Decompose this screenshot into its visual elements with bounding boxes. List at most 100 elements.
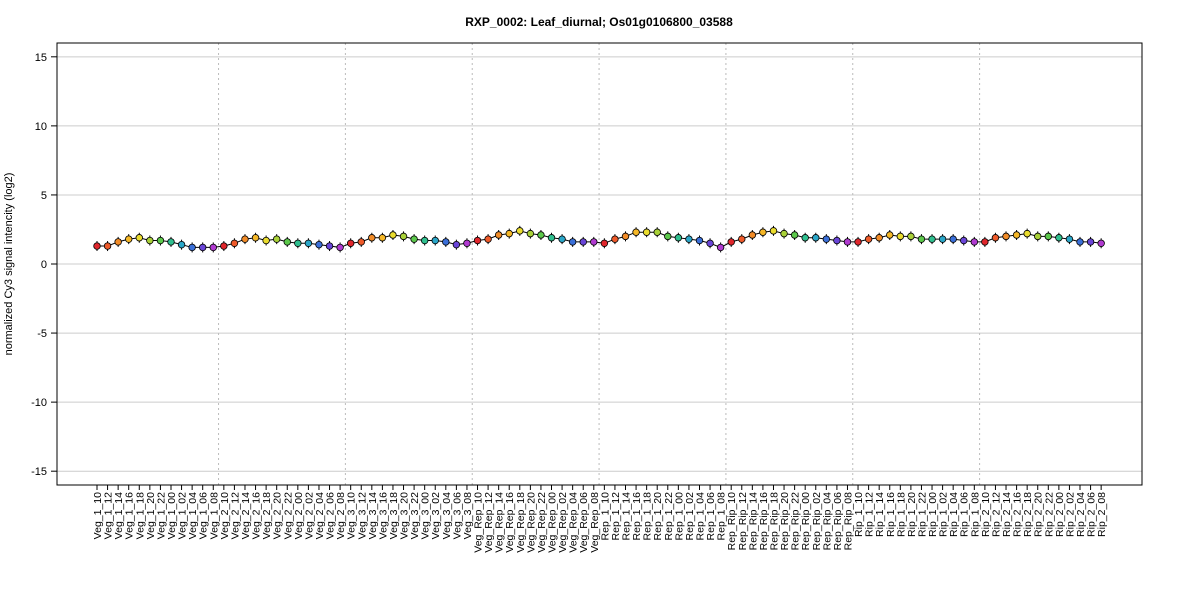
data-point xyxy=(368,234,376,242)
x-tick-label: Veg_2_20 xyxy=(272,492,284,539)
data-point xyxy=(220,242,228,250)
x-tick-label: Rip_2_20 xyxy=(1033,492,1045,537)
data-point xyxy=(769,227,778,235)
x-tick-label: Veg_Rep_12 xyxy=(483,492,495,553)
x-tick-label: Rep_1_16 xyxy=(631,492,643,541)
x-tick-label: Veg_2_02 xyxy=(303,492,315,539)
x-tick-label: Rep_1_12 xyxy=(610,492,622,541)
data-point xyxy=(1034,232,1042,241)
x-tick-label: Rep_Rip_16 xyxy=(758,492,770,551)
y-tick-label: 0 xyxy=(41,259,47,271)
data-point xyxy=(262,236,270,245)
data-point xyxy=(463,239,471,247)
x-tick-label: Veg_3_02 xyxy=(430,492,442,539)
data-point xyxy=(664,232,672,241)
data-point xyxy=(1055,234,1063,242)
data-point xyxy=(822,235,831,243)
data-point xyxy=(1097,239,1105,247)
x-tick-label: Rip_1_10 xyxy=(853,492,865,537)
data-point xyxy=(494,231,503,239)
data-point xyxy=(547,234,556,242)
x-tick-label: Rep_1_08 xyxy=(716,492,728,541)
data-point xyxy=(135,234,143,242)
data-point xyxy=(304,239,313,247)
x-tick-label: Veg_Rep_00 xyxy=(547,492,559,553)
x-tick-label: Rep_Rip_20 xyxy=(779,492,791,551)
data-point xyxy=(960,236,968,245)
x-tick-label: Rip_1_18 xyxy=(895,492,907,537)
x-tick-label: Veg_3_14 xyxy=(367,492,379,539)
data-points xyxy=(93,225,1105,253)
x-tick-label: Veg_Rep_04 xyxy=(568,492,580,553)
x-tick-label: Rep_Rip_04 xyxy=(821,492,833,551)
data-point xyxy=(114,238,122,246)
data-point xyxy=(420,236,429,245)
data-point xyxy=(251,234,260,242)
data-point xyxy=(579,238,587,246)
x-tick-label: Veg_Rep_06 xyxy=(578,492,590,553)
data-point xyxy=(283,238,291,246)
x-tick-label: Rep_1_22 xyxy=(663,492,675,541)
data-point xyxy=(1002,232,1010,241)
data-point xyxy=(1086,238,1095,246)
x-tick-label: Veg_2_04 xyxy=(314,492,326,539)
y-axis-label: normalized Cy3 signal intencity (log2) xyxy=(3,173,15,356)
x-tick-label: Rep_Rip_02 xyxy=(811,492,823,551)
data-point xyxy=(1023,229,1031,238)
x-tick-label: Rip_1_12 xyxy=(864,492,876,537)
x-tick-label: Rep_1_02 xyxy=(684,492,696,541)
data-point xyxy=(230,239,239,247)
data-point xyxy=(970,238,979,246)
data-point xyxy=(780,229,788,238)
y-tick-label: 5 xyxy=(41,190,47,202)
data-point xyxy=(93,242,101,250)
x-tick-label: Rep_Rip_00 xyxy=(800,492,812,551)
data-point xyxy=(790,231,799,239)
x-tick-label: Veg_1_02 xyxy=(177,492,189,539)
data-point xyxy=(1044,232,1052,241)
x-tick-label: Veg_Rep_18 xyxy=(515,492,527,553)
x-tick-label: Rip_1_04 xyxy=(948,492,960,537)
x-tick-label: Rep_1_14 xyxy=(621,492,633,541)
x-tick-label: Veg_3_18 xyxy=(388,492,400,539)
data-point xyxy=(177,240,186,249)
data-point xyxy=(125,235,133,243)
x-tick-label: Veg_2_16 xyxy=(251,492,263,539)
x-tick-label: Rep_Rip_08 xyxy=(842,492,854,551)
data-point xyxy=(526,229,535,238)
x-tick-label: Veg_3_16 xyxy=(377,492,389,539)
x-tick-label: Rip_1_20 xyxy=(906,492,918,537)
y-axis-ticks: -15 -10 -5 0 5 10 15 xyxy=(31,52,57,478)
data-point xyxy=(928,235,936,243)
x-tick-label: Veg_2_08 xyxy=(335,492,347,539)
data-point xyxy=(981,238,989,246)
data-point xyxy=(759,228,767,236)
y-tick-label: -15 xyxy=(31,466,47,478)
x-tick-label: Rip_2_08 xyxy=(1096,492,1108,537)
chart-title: RXP_0002: Leaf_diurnal; Os01g0106800_035… xyxy=(465,15,733,29)
data-point xyxy=(907,232,915,241)
data-point xyxy=(378,234,387,242)
y-tick-label: 10 xyxy=(35,121,47,133)
x-tick-label: Rep_Rip_10 xyxy=(726,492,738,551)
x-tick-label: Rep_Rip_22 xyxy=(790,492,802,551)
data-point xyxy=(336,243,344,252)
data-point xyxy=(241,235,249,243)
data-point xyxy=(1012,231,1021,239)
x-tick-label: Rep_1_00 xyxy=(673,492,685,541)
data-point xyxy=(685,235,693,243)
data-point xyxy=(864,235,873,243)
x-tick-label: Rip_1_16 xyxy=(885,492,897,537)
data-point xyxy=(568,238,577,246)
data-point xyxy=(346,239,355,247)
data-point xyxy=(484,235,492,243)
data-point xyxy=(896,232,905,241)
x-tick-label: Rip_2_10 xyxy=(980,492,992,537)
x-axis-ticks: Veg_1_10Veg_1_12Veg_1_14Veg_1_16Veg_1_18… xyxy=(92,485,1108,553)
data-point xyxy=(410,235,418,243)
data-point xyxy=(674,234,683,242)
x-tick-label: Rep_1_20 xyxy=(652,492,664,541)
data-point xyxy=(695,236,704,245)
x-tick-label: Veg_2_12 xyxy=(229,492,241,539)
